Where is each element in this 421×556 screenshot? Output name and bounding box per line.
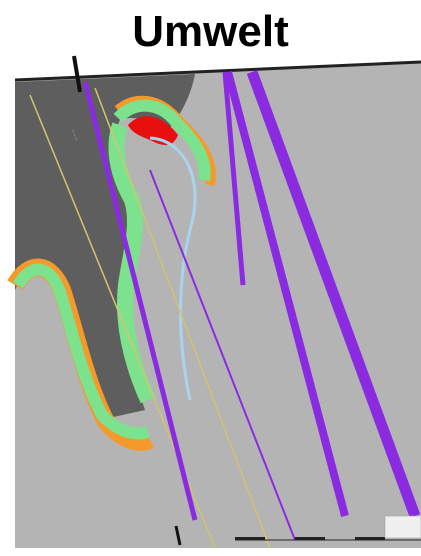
red-core [128,116,178,145]
purple-line-5 [246,70,421,518]
green-band-left [12,263,150,440]
dark-zone [15,74,195,420]
purple-line-2 [149,169,296,541]
green-band-top [113,99,211,182]
faint-zone-label: ~~~ [68,128,79,142]
page-title: Umwelt [132,7,289,56]
map-top-border [14,60,421,82]
yellow-line-2 [94,87,271,549]
section-marker-top [72,55,82,93]
green-fold [108,122,156,404]
section-marker-bottom [174,525,182,546]
purple-line-4 [224,70,349,518]
light-blue-line [149,136,197,401]
purple-line-1 [82,81,198,521]
scale-bar [235,537,421,541]
legend-box [384,515,421,539]
purple-line-3 [222,71,246,286]
